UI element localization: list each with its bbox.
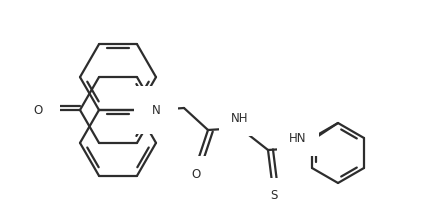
- Text: NH: NH: [231, 111, 248, 124]
- Text: O: O: [191, 168, 200, 180]
- Text: S: S: [270, 189, 277, 203]
- Text: N: N: [151, 104, 160, 117]
- Text: O: O: [33, 104, 43, 117]
- Text: HN: HN: [289, 131, 306, 145]
